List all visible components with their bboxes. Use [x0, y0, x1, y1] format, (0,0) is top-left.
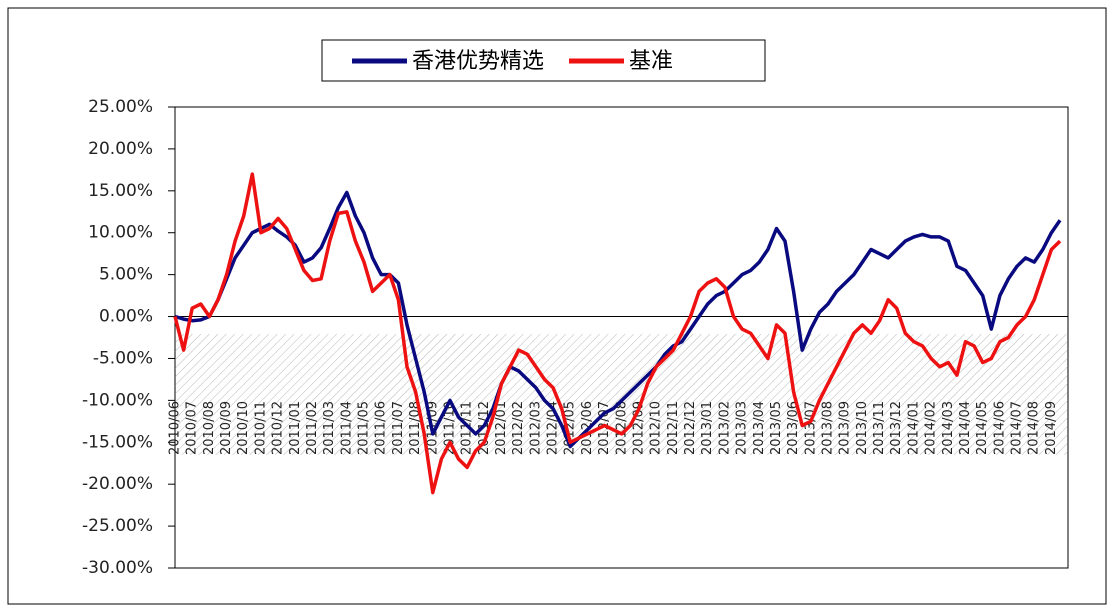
x-tick-label: 2011/05 [357, 401, 372, 455]
x-tick-label: 2011/06 [374, 401, 389, 455]
y-tick-label: -5.00% [93, 348, 153, 368]
x-tick-label: 2013/04 [752, 401, 767, 455]
x-tick-label: 2010/10 [236, 401, 251, 455]
x-tick-label: 2014/06 [992, 401, 1007, 455]
y-tick-label: 0.00% [99, 307, 153, 327]
x-tick-label: 2010/09 [219, 401, 234, 455]
y-tick-label: -10.00% [82, 390, 153, 410]
y-tick-label: 20.00% [88, 139, 153, 159]
series-line [174, 190, 1062, 449]
x-tick-label: 2013/02 [717, 401, 732, 455]
x-tick-label: 2014/05 [975, 401, 990, 455]
y-tick-label: -20.00% [82, 474, 153, 494]
x-tick-label: 2014/03 [941, 401, 956, 455]
legend-label: 香港优势精选 [412, 49, 544, 74]
x-tick-label: 2010/06 [168, 401, 183, 455]
x-tick-label: 2014/08 [1027, 401, 1042, 455]
x-tick-label: 2012/08 [614, 401, 629, 455]
x-tick-label: 2011/02 [305, 401, 320, 455]
x-tick-label: 2012/03 [528, 401, 543, 455]
y-tick-label: -30.00% [82, 558, 153, 578]
x-tick-label: 2013/09 [838, 401, 853, 455]
x-tick-label: 2013/03 [735, 401, 750, 455]
x-tick-label: 2011/03 [322, 401, 337, 455]
x-tick-label: 2013/11 [872, 401, 887, 455]
x-tick-label: 2012/12 [683, 401, 698, 455]
x-tick-label: 2014/01 [906, 401, 921, 455]
x-tick-label: 2012/11 [666, 401, 681, 455]
legend-label: 基准 [629, 49, 673, 74]
y-tick-label: -15.00% [82, 432, 153, 452]
x-tick-label: 2013/05 [769, 401, 784, 455]
x-tick-label: 2013/06 [786, 401, 801, 455]
x-tick-label: 2010/12 [271, 401, 286, 455]
y-tick-label: 10.00% [88, 223, 153, 243]
x-tick-label: 2014/07 [1010, 401, 1025, 455]
x-tick-label: 2011/07 [391, 401, 406, 455]
y-tick-label: 25.00% [88, 97, 153, 117]
x-tick-label: 2013/10 [855, 401, 870, 455]
x-tick-label: 2010/11 [253, 401, 268, 455]
series-line [173, 172, 1062, 495]
x-tick-label: 2011/10 [442, 401, 457, 455]
x-tick-label: 2012/10 [649, 401, 664, 455]
x-tick-label: 2013/08 [821, 401, 836, 455]
x-tick-label: 2014/04 [958, 401, 973, 455]
x-tick-label: 2012/02 [511, 401, 526, 455]
x-tick-label: 2010/08 [202, 401, 217, 455]
x-tick-label: 2011/01 [288, 401, 303, 455]
x-tick-label: 2014/09 [1044, 401, 1059, 455]
x-tick-label: 2012/01 [494, 401, 509, 455]
x-tick-label: 2014/02 [924, 401, 939, 455]
x-tick-label: 2010/07 [185, 401, 200, 455]
x-tick-label: 2011/11 [460, 401, 475, 455]
y-tick-label: 15.00% [88, 181, 153, 201]
y-tick-label: 5.00% [99, 265, 153, 285]
y-tick-label: -25.00% [82, 516, 153, 536]
x-tick-label: 2013/01 [700, 401, 715, 455]
x-tick-label: 2013/12 [889, 401, 904, 455]
x-tick-label: 2011/04 [339, 401, 354, 455]
